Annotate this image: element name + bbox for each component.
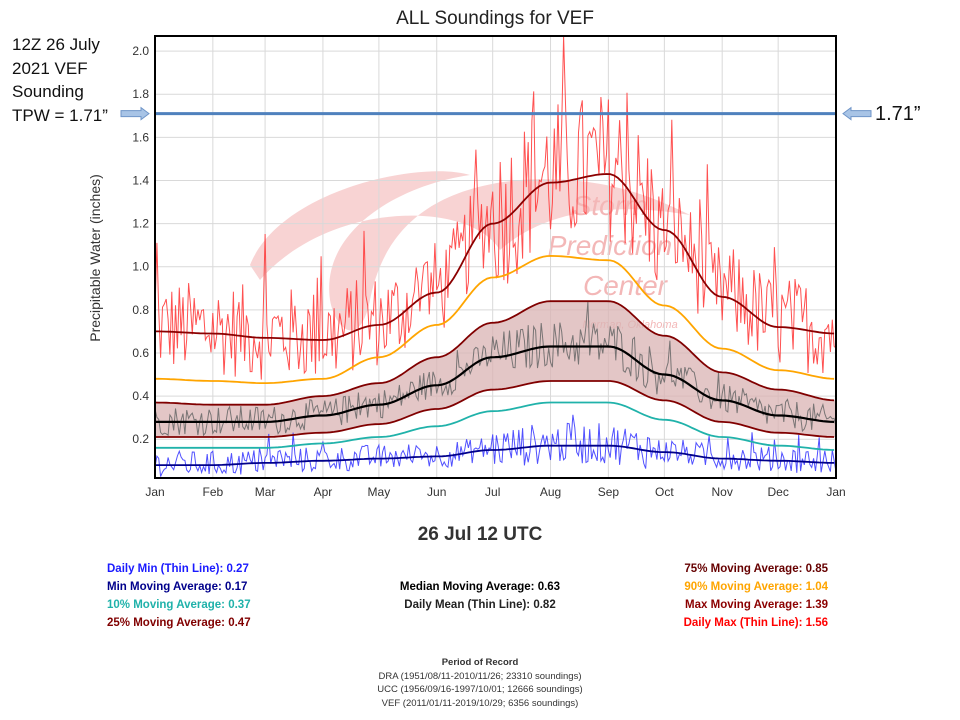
- legend-right: 75% Moving Average: 0.85 90% Moving Avera…: [684, 560, 828, 632]
- y-tick-label: 1.0: [132, 260, 149, 274]
- series-90-moving-average: [155, 254, 835, 384]
- band-fill: [155, 301, 836, 437]
- tpw-annotation-right: 1.71”: [875, 103, 921, 125]
- x-tick-label: Sep: [598, 485, 620, 499]
- chart-title: ALL Soundings for VEF: [396, 8, 594, 29]
- record-line: DRA (1951/08/11-2010/11/26; 23310 soundi…: [378, 670, 582, 682]
- iqr-band: [155, 301, 836, 437]
- y-tick-label: 1.6: [132, 130, 149, 144]
- series-min-moving-average: [155, 444, 835, 466]
- legend-entry: Median Moving Average: 0.63: [399, 581, 561, 593]
- arrow-right-icon: [120, 106, 150, 121]
- x-tick-label: Aug: [540, 485, 561, 499]
- series-daily-max-thin-line: [154, 35, 837, 380]
- annotation-line: Sounding: [12, 82, 84, 101]
- series-max-moving-average: [155, 173, 835, 341]
- annotation-line: TPW = 1.71”: [12, 105, 108, 125]
- x-tick-label: Jul: [485, 485, 500, 499]
- y-tick-label: 0.8: [132, 303, 149, 317]
- series-group: [154, 35, 837, 477]
- y-tick-label: 1.4: [132, 173, 149, 187]
- record-line: VEF (2011/01/11-2019/10/29; 6356 soundin…: [381, 697, 579, 709]
- period-of-record: Period of Record DRA (1951/08/11-2010/11…: [0, 656, 960, 710]
- x-tick-label: Mar: [255, 485, 276, 499]
- y-tick-label: 0.4: [132, 389, 149, 403]
- x-tick-label: Feb: [202, 485, 223, 499]
- annotation-line: 2021 VEF: [12, 58, 88, 78]
- legend-entry: Daily Min (Thin Line): 0.27: [107, 563, 249, 575]
- x-tick-label: Jan: [145, 485, 164, 499]
- x-tick-label: Jun: [427, 485, 446, 499]
- legend-entry: Daily Max (Thin Line): 1.56: [683, 617, 828, 629]
- x-tick-label: Dec: [767, 485, 788, 499]
- x-tick-label: Jan: [826, 485, 845, 499]
- x-tick-label: Oct: [655, 485, 674, 499]
- watermark-swoosh: [250, 171, 690, 331]
- y-tick-label: 1.2: [132, 217, 149, 231]
- legend-entry: Min Moving Average: 0.17: [107, 581, 248, 593]
- legend-left: Daily Min (Thin Line): 0.27 Min Moving Av…: [107, 560, 251, 632]
- series-median-moving-average: [155, 345, 835, 423]
- legend-entry: Daily Mean (Thin Line): 0.82: [404, 599, 556, 611]
- legend-entry: 25% Moving Average: 0.47: [107, 617, 251, 629]
- annotation-line: 12Z 26 July: [12, 35, 100, 54]
- y-axis-ticks: 0.2 0.4 0.6 0.8 1.0 1.2 1.4 1.6 1.8 2.0: [132, 44, 149, 446]
- arrow-left-icon: [842, 106, 872, 121]
- series-daily-mean-thin-line: [154, 301, 837, 437]
- tpw-annotation-left: 12Z 26 July 2021 VEF Sounding TPW = 1.71…: [12, 33, 132, 127]
- x-tick-label: Nov: [712, 485, 733, 499]
- legend-entry: Max Moving Average: 1.39: [685, 599, 828, 611]
- y-tick-label: 0.6: [132, 346, 149, 360]
- x-tick-label: May: [368, 485, 391, 499]
- legend-entry: 10% Moving Average: 0.37: [107, 599, 251, 611]
- y-tick-label: 1.8: [132, 87, 149, 101]
- y-axis-label: Precipitable Water (inches): [87, 174, 103, 342]
- legend-entry: 90% Moving Average: 1.04: [684, 581, 828, 593]
- record-line: UCC (1956/09/16-1997/10/01; 12666 soundi…: [377, 684, 583, 695]
- x-axis-ticks: Jan Feb Mar Apr May Jun Jul Aug Sep Oct Nov Dec Jan: [145, 485, 845, 499]
- period-of-record-title: Period of Record: [441, 657, 519, 668]
- legend-entry: 75% Moving Average: 0.85: [684, 563, 828, 575]
- series-25-moving-average: [155, 380, 835, 438]
- y-tick-label: 2.0: [132, 44, 149, 58]
- selected-time: 26 Jul 12 UTC: [417, 524, 543, 545]
- watermark-text: Center: [583, 270, 669, 301]
- legend-middle: Median Moving Average: 0.63 Daily Mean (T…: [0, 578, 960, 614]
- x-tick-label: Apr: [314, 485, 333, 499]
- tpw-reference: [120, 106, 872, 121]
- series-10-moving-average: [155, 401, 835, 451]
- series-75-moving-average: [154, 300, 835, 406]
- chart: ALL Soundings for VEF StormPredictionCen…: [87, 8, 872, 499]
- y-tick-label: 0.2: [132, 432, 149, 446]
- plot-frame: [154, 35, 837, 479]
